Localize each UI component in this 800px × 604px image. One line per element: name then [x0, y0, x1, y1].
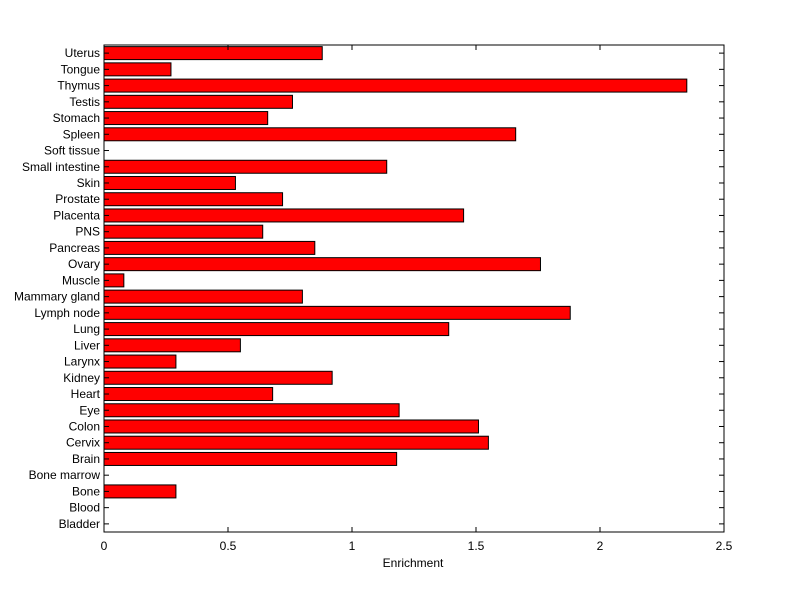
bar-ovary [103, 257, 541, 272]
y-tick-label-thymus: Thymus [57, 79, 100, 93]
labels-layer: Uterus Tongue Thymus Testis Stomach Spleen Sof… [14, 46, 733, 553]
y-tick-label-stomach: Stomach [53, 111, 100, 125]
bar-kidney [103, 370, 333, 385]
ticks-layer [103, 45, 725, 532]
x-tick-label: 0 [101, 539, 108, 553]
bar-small-intestine [103, 159, 388, 174]
y-tick-label-blood: Blood [69, 501, 100, 515]
axes-frame [103, 44, 725, 533]
y-tick-label-muscle: Muscle [62, 273, 100, 287]
bar-cervix [103, 435, 489, 450]
bar-bone [103, 484, 177, 499]
y-tick-label-eye: Eye [79, 403, 100, 417]
bar-pancreas [103, 240, 316, 255]
y-tick-label-heart: Heart [71, 387, 101, 401]
y-tick-label-placenta: Placenta [53, 208, 100, 222]
y-tick-label-lymph-node: Lymph node [34, 306, 100, 320]
y-tick-label-small-intestine: Small intestine [22, 160, 100, 174]
y-tick-label-pancreas: Pancreas [49, 241, 100, 255]
bar-spleen [103, 127, 517, 142]
y-tick-label-pns: PNS [75, 225, 100, 239]
bar-lung [103, 322, 450, 337]
x-tick-label: 1 [349, 539, 356, 553]
y-tick-label-bone-marrow: Bone marrow [29, 468, 101, 482]
y-tick-label-brain: Brain [72, 452, 100, 466]
y-tick-label-tongue: Tongue [61, 62, 101, 76]
bar-eye [103, 403, 400, 418]
y-tick-label-ovary: Ovary [68, 257, 100, 271]
y-tick-label-spleen: Spleen [63, 127, 100, 141]
y-tick-label-bladder: Bladder [59, 517, 100, 531]
y-tick-label-lung: Lung [73, 322, 100, 336]
bar-mammary-gland [103, 289, 303, 304]
bar-stomach [103, 111, 269, 126]
y-tick-label-prostate: Prostate [55, 192, 100, 206]
bar-skin [103, 175, 236, 190]
bar-larynx [103, 354, 177, 369]
bar-liver [103, 338, 241, 353]
y-tick-label-cervix: Cervix [66, 436, 100, 450]
x-tick-label: 2 [597, 539, 604, 553]
y-tick-label-bone: Bone [72, 484, 100, 498]
bar-uterus [103, 46, 323, 61]
bar-lymph-node [103, 305, 571, 320]
bar-heart [103, 387, 274, 402]
x-tick-label: 2.5 [716, 539, 733, 553]
y-tick-label-uterus: Uterus [65, 46, 100, 60]
bar-tongue [103, 62, 172, 77]
y-tick-label-kidney: Kidney [63, 371, 100, 385]
bar-colon [103, 419, 479, 434]
x-axis-label: Enrichment [383, 556, 444, 570]
bars-layer [103, 46, 688, 499]
y-tick-label-testis: Testis [69, 95, 100, 109]
y-tick-label-colon: Colon [69, 419, 100, 433]
x-tick-label: 0.5 [220, 539, 237, 553]
y-tick-label-larynx: Larynx [64, 355, 100, 369]
bar-brain [103, 451, 398, 466]
bar-placenta [103, 208, 465, 223]
y-tick-label-skin: Skin [77, 176, 100, 190]
y-tick-label-mammary-gland: Mammary gland [14, 290, 100, 304]
bar-prostate [103, 192, 284, 207]
y-tick-label-liver: Liver [74, 338, 100, 352]
bar-thymus [103, 78, 688, 93]
bar-pns [103, 224, 264, 239]
bar-testis [103, 94, 293, 109]
y-tick-label-soft-tissue: Soft tissue [44, 144, 100, 158]
x-tick-label: 1.5 [468, 539, 485, 553]
